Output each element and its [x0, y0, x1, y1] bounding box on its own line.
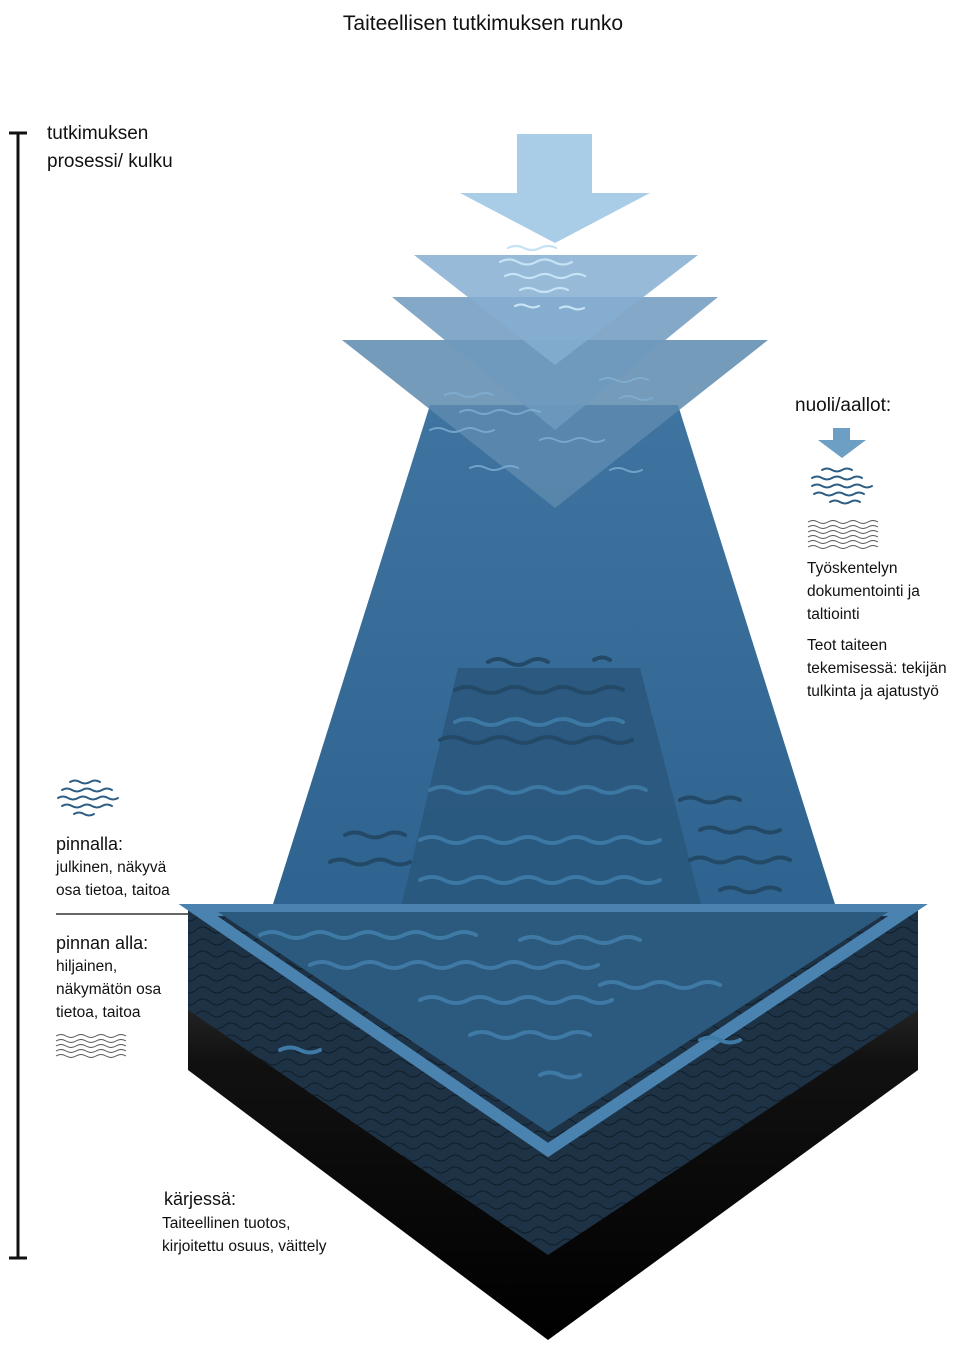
tip-label: kärjessä: Taiteellinen tuotos, kirjoitet…: [162, 1186, 327, 1258]
legend-line: tulkinta ja ajatustyö: [807, 683, 939, 700]
legend-description-acts: Teot taiteen tekemisessä: tekijän tulkin…: [807, 634, 947, 703]
process-axis-label: tutkimuksen prosessi/ kulku: [47, 120, 173, 176]
legend-line: taltiointi: [807, 606, 860, 623]
legend-waves-blue-icon: [811, 467, 873, 505]
process-axis-label-line: tutkimuksen: [47, 123, 149, 144]
inner-column: [398, 668, 705, 920]
arrow-top: [460, 134, 650, 243]
legend-description-documentation: Työskentelyn dokumentointi ja taltiointi: [807, 557, 920, 626]
tip-heading: kärjessä:: [164, 1189, 237, 1209]
tip-line-text: Taiteellinen tuotos,: [162, 1215, 291, 1232]
below-surface-line-text: tietoa, taitoa: [56, 1004, 141, 1021]
water-edge: [178, 904, 928, 1158]
legend-line: tekemisessä: tekijän: [807, 660, 947, 677]
legend-heading: nuoli/aallot:: [795, 395, 892, 416]
tip-line-text: kirjoitettu osuus, väittely: [162, 1238, 327, 1255]
surface-line-text: osa tietoa, taitoa: [56, 882, 170, 899]
legend-arrow-icon: [818, 428, 866, 458]
surface-label: pinnalla: julkinen, näkyvä osa tietoa, t…: [56, 832, 170, 902]
below-surface-line-text: näkymätön osa: [56, 981, 162, 998]
process-axis-label-line: prosessi/ kulku: [47, 151, 173, 172]
arrow-waves: [498, 244, 587, 311]
arrow-small: [414, 255, 698, 365]
legend-line: Työskentelyn: [807, 560, 898, 577]
surface-waves-icon: [57, 779, 119, 817]
surface-heading: pinnalla:: [56, 834, 124, 854]
research-cone: [268, 405, 840, 920]
process-axis-bar: [9, 131, 27, 1260]
cone-upper-waves: [429, 377, 653, 473]
legend-line: dokumentointi ja: [807, 583, 920, 600]
legend-waves-outline-icon: [807, 520, 879, 549]
surface-waves: [258, 930, 742, 1080]
below-surface-line-text: hiljainen,: [56, 958, 118, 975]
surface-line-text: julkinen, näkyvä: [56, 859, 167, 876]
page-title: Taiteellisen tutkimuksen runko: [342, 12, 624, 35]
cone-dark-waves: [328, 655, 792, 895]
arrow-stack: [342, 134, 768, 508]
legend-line: Teot taiteen: [807, 637, 888, 654]
below-surface-heading: pinnan alla:: [56, 933, 149, 953]
below-surface-label: pinnan alla: hiljainen, näkymätön osa ti…: [56, 931, 161, 1024]
below-surface-waves-icon: [55, 1034, 127, 1058]
column-light-waves: [418, 717, 662, 885]
